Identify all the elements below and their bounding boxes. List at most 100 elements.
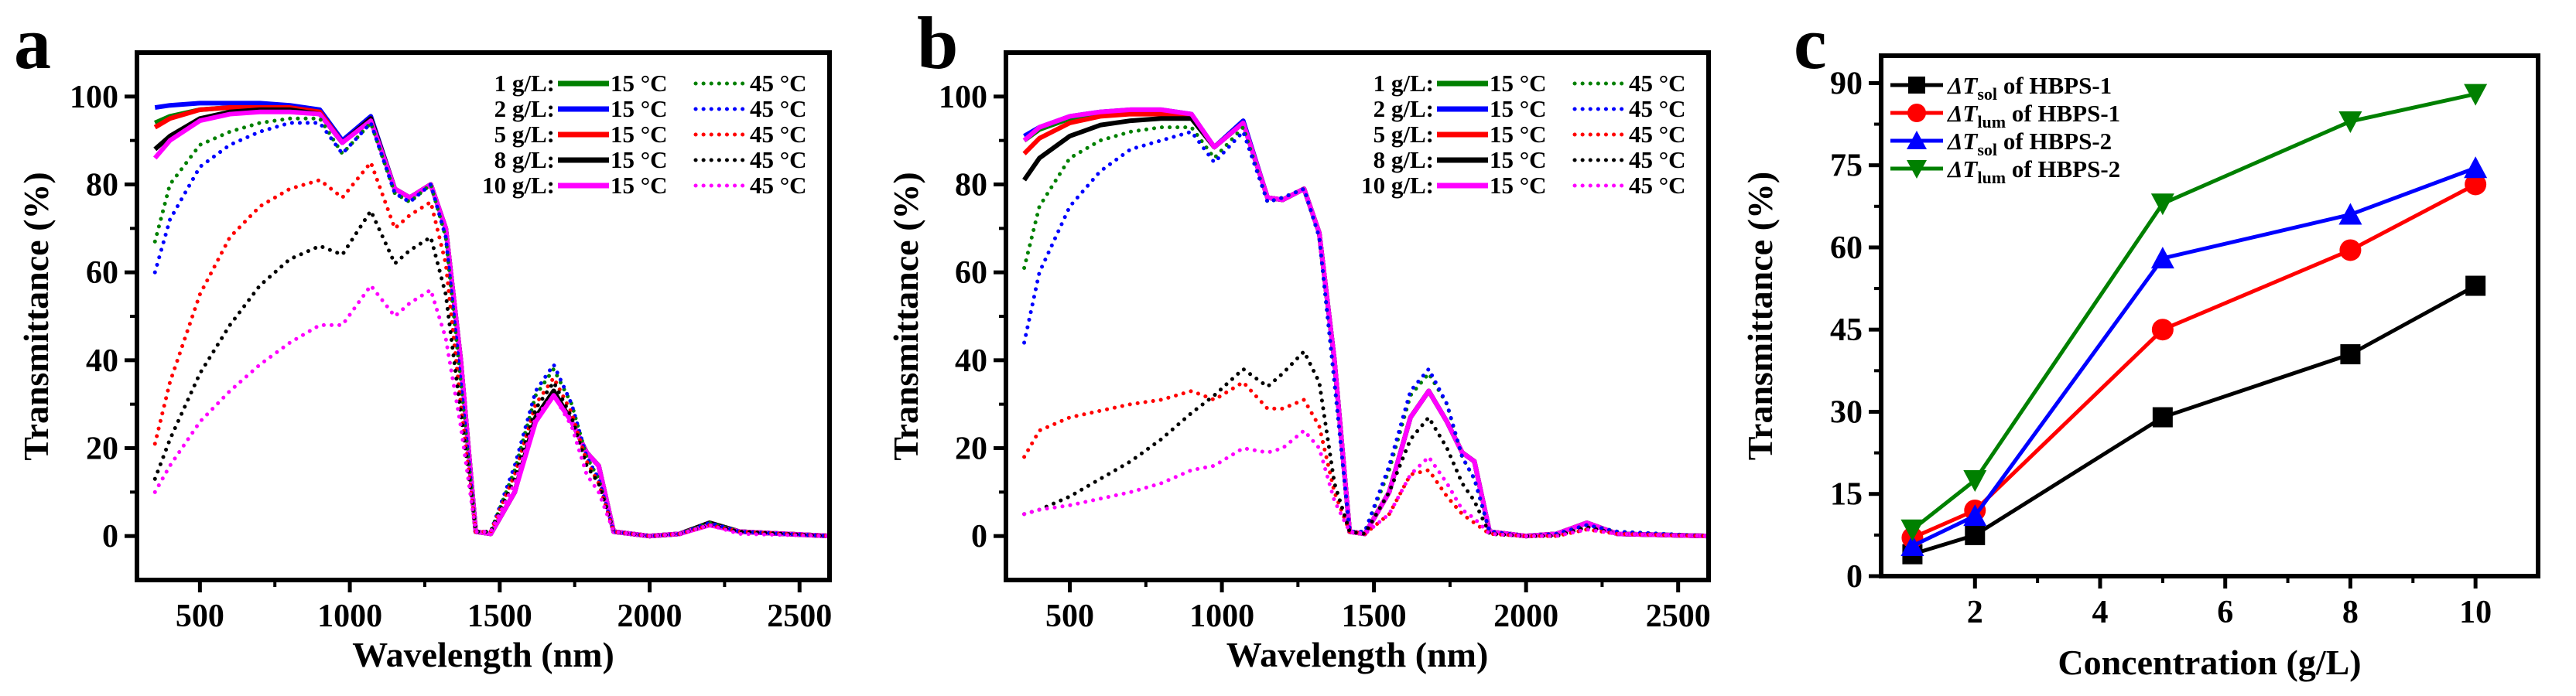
legend-solid-label: 15 °C — [611, 95, 668, 122]
x-tick-label: 1000 — [317, 599, 382, 634]
panel-c: c 2 4 6 8 10 0 15 30 45 60 75 90 Concentration (g/L) T… — [1740, 2, 2540, 682]
legend-concentration-label: 8 g/L: — [1374, 146, 1434, 173]
y-tick-label: 0 — [1846, 559, 1863, 595]
legend-dotted-label: 45 °C — [1629, 172, 1686, 199]
legend-label-suffix: of HBPS-2 — [1997, 128, 2112, 155]
x-tick-label: 1500 — [467, 599, 532, 634]
x-tick-label: 10 — [2459, 595, 2492, 630]
data-point-triangle-down — [2150, 193, 2174, 216]
y-tick-label: 0 — [971, 519, 987, 554]
x-tick-label: 2500 — [1646, 599, 1711, 634]
legend-label: ΔTsol of HBPS-1 — [1946, 72, 2112, 104]
x-axis-title: Wavelength (nm) — [352, 635, 614, 674]
data-point-triangle-down — [1900, 519, 1924, 541]
legend-solid-label: 15 °C — [611, 70, 668, 97]
panel-a: a 500 1000 1500 2000 2500 0 20 40 60 80 100 Waveleng… — [14, 2, 832, 674]
legend-concentration-label: 1 g/L: — [1374, 70, 1434, 97]
y-tick-label: 90 — [1830, 66, 1863, 101]
data-point-triangle-up — [1900, 534, 1924, 557]
legend-dotted-label: 45 °C — [1629, 121, 1686, 148]
legend-dotted-label: 45 °C — [750, 172, 807, 199]
y-tick-label: 45 — [1830, 312, 1863, 348]
y-tick-label: 80 — [955, 168, 987, 203]
legend-concentration-label: 5 g/L: — [1374, 121, 1434, 148]
legend-solid-label: 15 °C — [611, 146, 668, 173]
x-axis-title: Wavelength (nm) — [1226, 635, 1489, 674]
x-axis-title: Concentration (g/L) — [2058, 643, 2361, 682]
x-tick-label: 2000 — [1493, 599, 1558, 634]
series-line-1-g-l-45-c — [152, 116, 832, 538]
legend-label-subscript: sol — [1977, 84, 1997, 104]
panel-b: b 500 1000 1500 2000 2500 0 20 40 60 80 100 Waveleng… — [886, 2, 1711, 674]
panel-label: a — [14, 2, 51, 84]
data-point-triangle-down — [2464, 84, 2488, 106]
y-tick-label: 60 — [1830, 230, 1863, 266]
legend-dotted-label: 45 °C — [750, 146, 807, 173]
data-point-triangle-up — [2150, 247, 2174, 269]
y-tick-label: 20 — [955, 432, 987, 467]
series-line-10-g-l-45-c — [152, 283, 832, 538]
legend-concentration-label: 10 g/L: — [1361, 172, 1434, 199]
legend-label-suffix: of HBPS-1 — [2006, 100, 2120, 127]
legend-solid-label: 15 °C — [1490, 172, 1547, 199]
y-tick-label: 100 — [70, 80, 118, 115]
y-tick-label: 15 — [1830, 477, 1863, 513]
data-point-circle — [2465, 173, 2487, 196]
y-tick-label: 30 — [1830, 394, 1863, 430]
legend: 1 g/L: 15 °C 45 °C 2 g/L: 15 °C 45 °C 5 g/L: 15… — [1361, 70, 1685, 199]
legend-concentration-label: 1 g/L: — [494, 70, 555, 97]
data-point-triangle-down — [2338, 111, 2362, 134]
panel-label: b — [917, 2, 958, 84]
data-point-square — [2340, 344, 2361, 365]
series-line-5-g-l-45-c — [152, 160, 832, 538]
panel-label: c — [1794, 2, 1827, 84]
data-point-circle — [2339, 239, 2362, 261]
data-point-triangle-down — [1963, 470, 1987, 493]
x-tick-label: 6 — [2217, 595, 2233, 630]
legend-solid-label: 15 °C — [1490, 121, 1547, 148]
legend-label-prefix: ΔT — [1946, 72, 1978, 99]
legend-label-subscript: lum — [1977, 112, 2006, 131]
legend-label: ΔTlum of HBPS-1 — [1946, 100, 2120, 131]
y-axis-title: Transmittance (%) — [1740, 172, 1780, 460]
data-point-triangle-up — [2338, 203, 2362, 225]
x-tick-label: 2000 — [617, 599, 682, 634]
y-tick-label: 100 — [939, 80, 987, 115]
plot-frame — [1879, 53, 2540, 578]
plot-frame — [135, 50, 832, 582]
legend-concentration-label: 8 g/L: — [494, 146, 555, 173]
y-tick-label: 75 — [1830, 148, 1863, 184]
y-tick-label: 60 — [955, 255, 987, 291]
legend-solid-label: 15 °C — [611, 121, 668, 148]
data-point-square — [1965, 524, 1986, 545]
legend: 1 g/L: 15 °C 45 °C 2 g/L: 15 °C 45 °C 5 g/L: 15… — [482, 70, 806, 199]
legend-dotted-label: 45 °C — [1629, 95, 1686, 122]
series-line--tsol-of-hbps-1 — [1911, 284, 2477, 557]
legend-marker-triangle-down — [1907, 160, 1927, 179]
x-tick-label: 500 — [1045, 599, 1094, 634]
legend-solid-label: 15 °C — [1490, 146, 1547, 173]
legend-dotted-label: 45 °C — [750, 121, 807, 148]
series-line-8-g-l-45-c — [152, 209, 832, 538]
legend-label-prefix: ΔT — [1946, 155, 1978, 183]
series-line-10-g-l-45-c — [1022, 428, 1711, 538]
y-tick-label: 80 — [86, 168, 118, 203]
legend-marker-circle — [1907, 104, 1926, 122]
legend-dotted-label: 45 °C — [750, 70, 807, 97]
data-point-triangle-up — [1963, 504, 1987, 527]
x-tick-label: 1500 — [1342, 599, 1407, 634]
x-tick-label: 1000 — [1189, 599, 1254, 634]
legend-solid-label: 15 °C — [1490, 95, 1547, 122]
legend-concentration-label: 2 g/L: — [494, 95, 555, 122]
legend-label: ΔTsol of HBPS-2 — [1946, 128, 2112, 159]
legend-solid-label: 15 °C — [611, 172, 668, 199]
data-point-triangle-up — [2464, 156, 2488, 179]
legend-label-prefix: ΔT — [1946, 128, 1978, 155]
series-line-8-g-l-45-c — [1022, 349, 1711, 538]
legend-concentration-label: 5 g/L: — [494, 121, 555, 148]
data-point-circle — [2151, 319, 2174, 341]
y-tick-label: 40 — [955, 343, 987, 379]
y-tick-label: 40 — [86, 343, 118, 379]
